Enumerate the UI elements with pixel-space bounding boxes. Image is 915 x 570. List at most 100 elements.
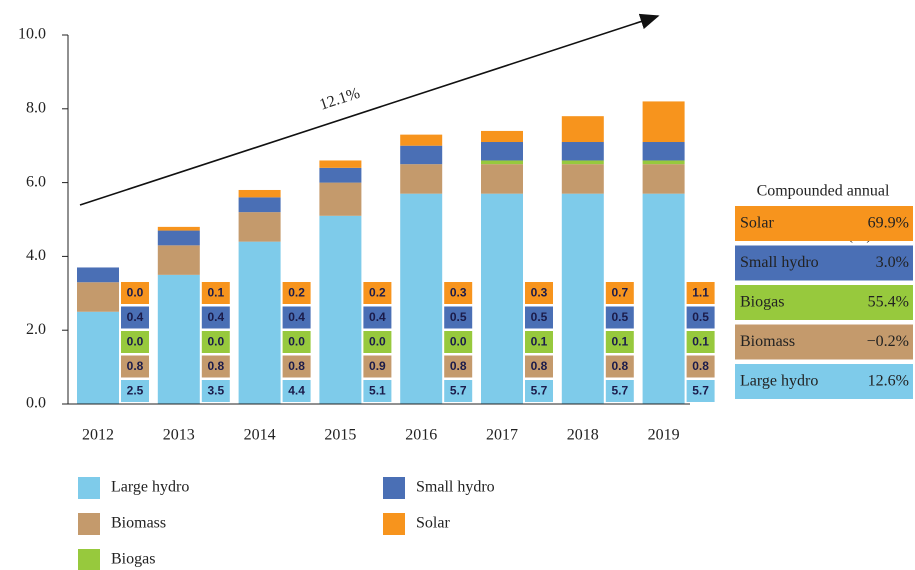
value-label: 0.0 [288,335,305,349]
value-label-box [121,331,149,353]
value-label: 2.5 [127,384,144,398]
x-tick-label: 2012 [82,427,114,444]
y-tick-label: 8.0 [26,99,46,116]
x-tick-label: 2015 [324,427,356,444]
legend-label: Solar [416,515,450,532]
value-label: 0.0 [127,286,144,300]
cagr-name: Biogas [740,294,784,311]
value-label: 0.8 [288,359,305,373]
value-label: 3.5 [207,384,224,398]
bar-segment [77,282,119,312]
value-label: 5.7 [450,384,467,398]
bar-segment [400,145,443,165]
value-label-box [525,306,553,329]
bar-segment [561,116,604,143]
cagr-name: Solar [740,215,774,232]
value-label: 5.7 [531,384,548,398]
value-label-box [686,282,715,304]
value-label-box [121,355,149,378]
y-tick-label: 6.0 [26,173,46,190]
x-tick-label: 2014 [244,427,276,444]
bar-segment [77,267,119,283]
value-label: 0.1 [611,335,628,349]
value-label-box [282,331,311,353]
value-label: 0.8 [450,359,467,373]
bar-segment [238,197,281,213]
bar-segment [481,164,523,194]
value-label: 0.7 [611,286,628,300]
value-label-box [363,380,392,402]
value-label: 1.1 [692,286,709,300]
value-label-box [444,331,473,353]
value-label: 5.1 [369,384,386,398]
value-label-box [686,355,715,378]
value-label: 0.4 [127,310,144,324]
value-label-box [525,282,553,304]
x-tick-label: 2013 [163,427,195,444]
value-label-box [363,355,392,378]
bar-segment [157,230,200,246]
bar-segment [157,245,200,275]
bar-segment [157,226,200,231]
bar-segment [642,193,685,404]
value-label-box [444,380,473,402]
value-label-box [201,331,230,353]
cagr-row [735,285,913,320]
value-label-box [282,380,311,402]
annotation: 12.1% [317,85,362,114]
value-label-box [444,282,473,304]
legend-label: Small hydro [416,479,495,496]
x-tick-label: 2018 [567,427,599,444]
value-label-box [121,282,149,304]
value-label: 0.8 [531,359,548,373]
value-label: 0.0 [369,335,386,349]
legend-swatch [78,549,100,570]
bar-segment [481,160,523,165]
value-label: 0.4 [369,310,386,324]
y-tick-label: 0.0 [26,395,46,412]
bar-segment [561,164,604,194]
value-label-box [363,306,392,329]
cagr-row [735,364,913,399]
cagr-row [735,206,913,241]
x-tick-label: 2019 [648,427,680,444]
cagr-row [735,324,913,360]
bar-segment [157,274,200,404]
bar-segment [561,160,604,165]
value-label: 0.8 [692,359,709,373]
cagr-row [735,245,913,281]
bar-segment [400,193,443,404]
value-label-box [201,306,230,329]
value-label-box [201,282,230,304]
bar-segment [319,160,362,168]
bar-segment [319,167,362,183]
value-label: 0.4 [207,310,224,324]
value-label: 0.2 [288,286,305,300]
cagr-title: Compounded annual [757,183,890,200]
y-tick-label: 4.0 [26,247,46,264]
value-label-box [686,306,715,329]
value-label: 0.8 [611,359,628,373]
bar-segment [642,101,685,143]
legend-label: Biogas [111,551,155,568]
cagr-name: Large hydro [740,373,818,390]
trend-arrow [79,13,660,206]
bar-segment [77,311,119,404]
value-label: 0.9 [369,359,386,373]
value-label: 5.7 [692,384,709,398]
value-label-box [686,331,715,353]
cagr-value: −0.2% [867,333,909,350]
value-label-box [605,282,634,304]
value-label-box [605,331,634,353]
cagr-value: 55.4% [868,294,909,311]
value-label: 0.0 [127,335,144,349]
cagr-value: 12.6% [868,373,909,390]
value-label-box [282,282,311,304]
bar-segment [642,160,685,165]
value-label-box [605,355,634,378]
bar-segment [238,212,281,242]
value-label-box [444,306,473,329]
value-label: 0.4 [288,310,305,324]
legend-swatch [78,477,100,499]
